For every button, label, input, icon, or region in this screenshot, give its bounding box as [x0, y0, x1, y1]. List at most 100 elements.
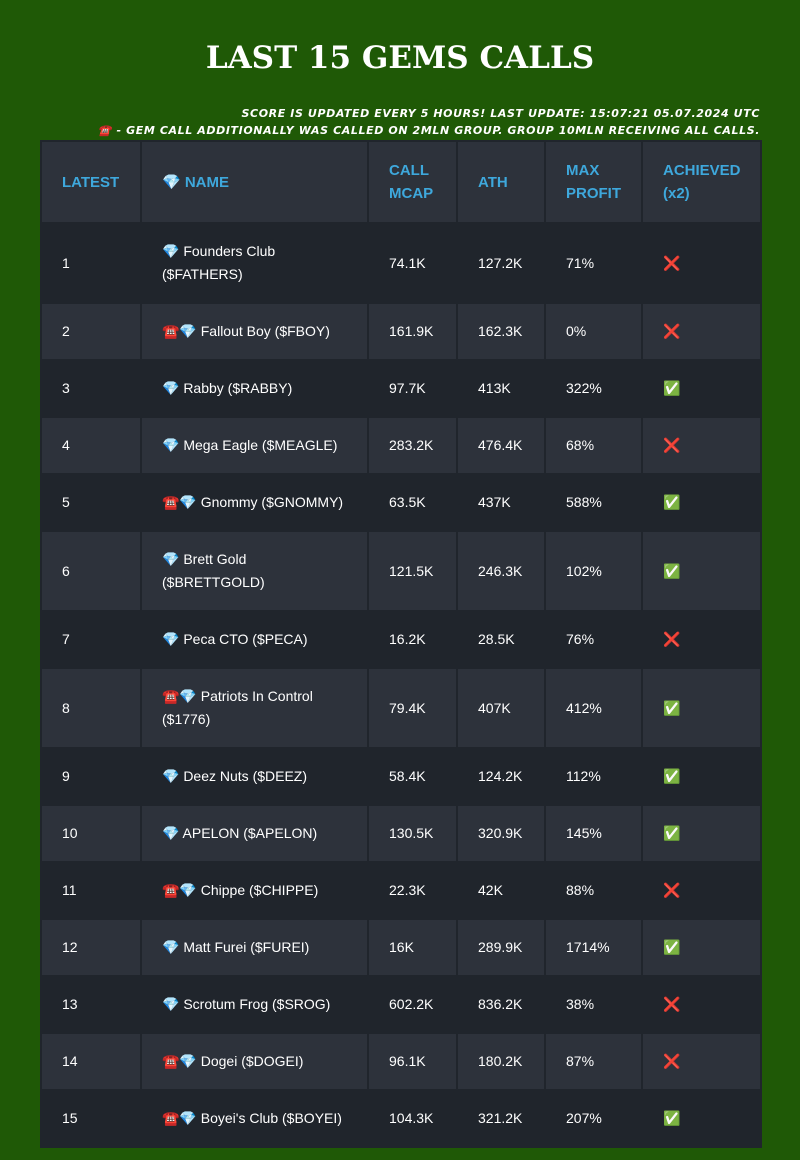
- table-cell: ☎️💎 Boyei's Club ($BOYEI): [140, 1089, 369, 1148]
- table-cell: 6: [40, 530, 142, 612]
- table-cell: 5: [40, 473, 142, 532]
- table-cell: 96.1K: [367, 1032, 458, 1091]
- table-cell: 42K: [456, 861, 546, 920]
- table-cell: 413K: [456, 359, 546, 418]
- table-cell: ✅: [641, 359, 762, 418]
- table-cell: 76%: [544, 610, 643, 669]
- table-cell: 9: [40, 747, 142, 806]
- table-row: 1 💎 Founders Club ($FATHERS) 74.1K 127.2K 71…: [40, 222, 762, 304]
- table-cell: 127.2K: [456, 222, 546, 304]
- table-cell: 124.2K: [456, 747, 546, 806]
- table-cell: 283.2K: [367, 416, 458, 475]
- table-cell: 246.3K: [456, 530, 546, 612]
- table-cell: ❌: [641, 416, 762, 475]
- table-cell: ✅: [641, 918, 762, 977]
- table-cell: 68%: [544, 416, 643, 475]
- table-cell: ✅: [641, 667, 762, 749]
- table-row: 2 ☎️💎 Fallout Boy ($FBOY) 161.9K 162.3K 0% ❌: [40, 302, 762, 361]
- table-cell: 321.2K: [456, 1089, 546, 1148]
- table-cell: 437K: [456, 473, 546, 532]
- table-cell: 💎 Mega Eagle ($MEAGLE): [140, 416, 369, 475]
- table-cell: 💎 Scrotum Frog ($SROG): [140, 975, 369, 1034]
- note: SCORE IS UPDATED EVERY 5 HOURS! LAST UPD…: [241, 107, 760, 120]
- table-cell: ☎️💎 Patriots In Control ($1776): [140, 667, 369, 749]
- table-cell: 💎 Peca CTO ($PECA): [140, 610, 369, 669]
- table-cell: 10: [40, 804, 142, 863]
- header-row: LATEST 💎 NAME CALL MCAP ATH MAX PROFIT ACHIEV…: [40, 140, 762, 224]
- calls-table: LATEST 💎 NAME CALL MCAP ATH MAX PROFIT ACHIEV…: [40, 140, 762, 1148]
- table-cell: 1714%: [544, 918, 643, 977]
- table-cell: ✅: [641, 804, 762, 863]
- column-header: 💎 NAME: [140, 140, 369, 224]
- column-header: ATH: [456, 140, 546, 224]
- table-cell: 💎 Deez Nuts ($DEEZ): [140, 747, 369, 806]
- table-row: 7 💎 Peca CTO ($PECA) 16.2K 28.5K 76% ❌: [40, 610, 762, 669]
- table-cell: 63.5K: [367, 473, 458, 532]
- table-cell: 3: [40, 359, 142, 418]
- table-cell: 112%: [544, 747, 643, 806]
- table-cell: ☎️💎 Gnommy ($GNOMMY): [140, 473, 369, 532]
- table-row: 15 ☎️💎 Boyei's Club ($BOYEI) 104.3K 321.2K 2…: [40, 1089, 762, 1148]
- table-cell: 88%: [544, 861, 643, 920]
- table-cell: 7: [40, 610, 142, 669]
- table-cell: 71%: [544, 222, 643, 304]
- table-cell: 💎 Founders Club ($FATHERS): [140, 222, 369, 304]
- table-cell: 15: [40, 1089, 142, 1148]
- table-row: 5 ☎️💎 Gnommy ($GNOMMY) 63.5K 437K 588% ✅: [40, 473, 762, 532]
- table-cell: 58.4K: [367, 747, 458, 806]
- table-cell: 121.5K: [367, 530, 458, 612]
- table-cell: ☎️💎 Chippe ($CHIPPE): [140, 861, 369, 920]
- table-cell: 2: [40, 302, 142, 361]
- table-cell: ❌: [641, 222, 762, 304]
- table-cell: 4: [40, 416, 142, 475]
- table-cell: 11: [40, 861, 142, 920]
- table-cell: 161.9K: [367, 302, 458, 361]
- table-cell: 💎 APELON ($APELON): [140, 804, 369, 863]
- table-cell: ✅: [641, 747, 762, 806]
- table-cell: 97.7K: [367, 359, 458, 418]
- table-cell: 28.5K: [456, 610, 546, 669]
- table-cell: 1: [40, 222, 142, 304]
- table-cell: 412%: [544, 667, 643, 749]
- table-cell: 13: [40, 975, 142, 1034]
- table-cell: 12: [40, 918, 142, 977]
- table-cell: 320.9K: [456, 804, 546, 863]
- table-row: 10 💎 APELON ($APELON) 130.5K 320.9K 145% ✅: [40, 804, 762, 863]
- table-cell: ✅: [641, 473, 762, 532]
- table-body: 1 💎 Founders Club ($FATHERS) 74.1K 127.2K 71…: [40, 222, 762, 1148]
- column-header: MAX PROFIT: [544, 140, 643, 224]
- table-cell: 207%: [544, 1089, 643, 1148]
- table-cell: 💎 Rabby ($RABBY): [140, 359, 369, 418]
- table-cell: 162.3K: [456, 302, 546, 361]
- table-cell: 87%: [544, 1032, 643, 1091]
- table-row: 6 💎 Brett Gold ($BRETTGOLD) 121.5K 246.3K 10…: [40, 530, 762, 612]
- table-cell: ❌: [641, 1032, 762, 1091]
- table-cell: ❌: [641, 975, 762, 1034]
- table-row: 12 💎 Matt Furei ($FUREI) 16K 289.9K 1714% ✅: [40, 918, 762, 977]
- table-cell: ☎️💎 Dogei ($DOGEI): [140, 1032, 369, 1091]
- table-cell: 476.4K: [456, 416, 546, 475]
- table-cell: 588%: [544, 473, 643, 532]
- table-cell: 289.9K: [456, 918, 546, 977]
- table-row: 13 💎 Scrotum Frog ($SROG) 602.2K 836.2K 38% ❌: [40, 975, 762, 1034]
- table-cell: 💎 Brett Gold ($BRETTGOLD): [140, 530, 369, 612]
- table-cell: 38%: [544, 975, 643, 1034]
- table-cell: ❌: [641, 302, 762, 361]
- table-row: 9 💎 Deez Nuts ($DEEZ) 58.4K 124.2K 112% ✅: [40, 747, 762, 806]
- table-cell: 16.2K: [367, 610, 458, 669]
- table-cell: 180.2K: [456, 1032, 546, 1091]
- table-cell: 16K: [367, 918, 458, 977]
- table-row: 3 💎 Rabby ($RABBY) 97.7K 413K 322% ✅: [40, 359, 762, 418]
- table-cell: 407K: [456, 667, 546, 749]
- table-cell: 0%: [544, 302, 643, 361]
- table-cell: 836.2K: [456, 975, 546, 1034]
- table-cell: ✅: [641, 530, 762, 612]
- title: LAST 15 GEMS CALLS: [205, 40, 595, 76]
- table-cell: ❌: [641, 861, 762, 920]
- table-cell: 602.2K: [367, 975, 458, 1034]
- table-cell: 79.4K: [367, 667, 458, 749]
- table-cell: ✅: [641, 1089, 762, 1148]
- note: ☎️ - GEM CALL ADDITIONALLY WAS CALLED ON…: [97, 124, 760, 137]
- table-cell: 130.5K: [367, 804, 458, 863]
